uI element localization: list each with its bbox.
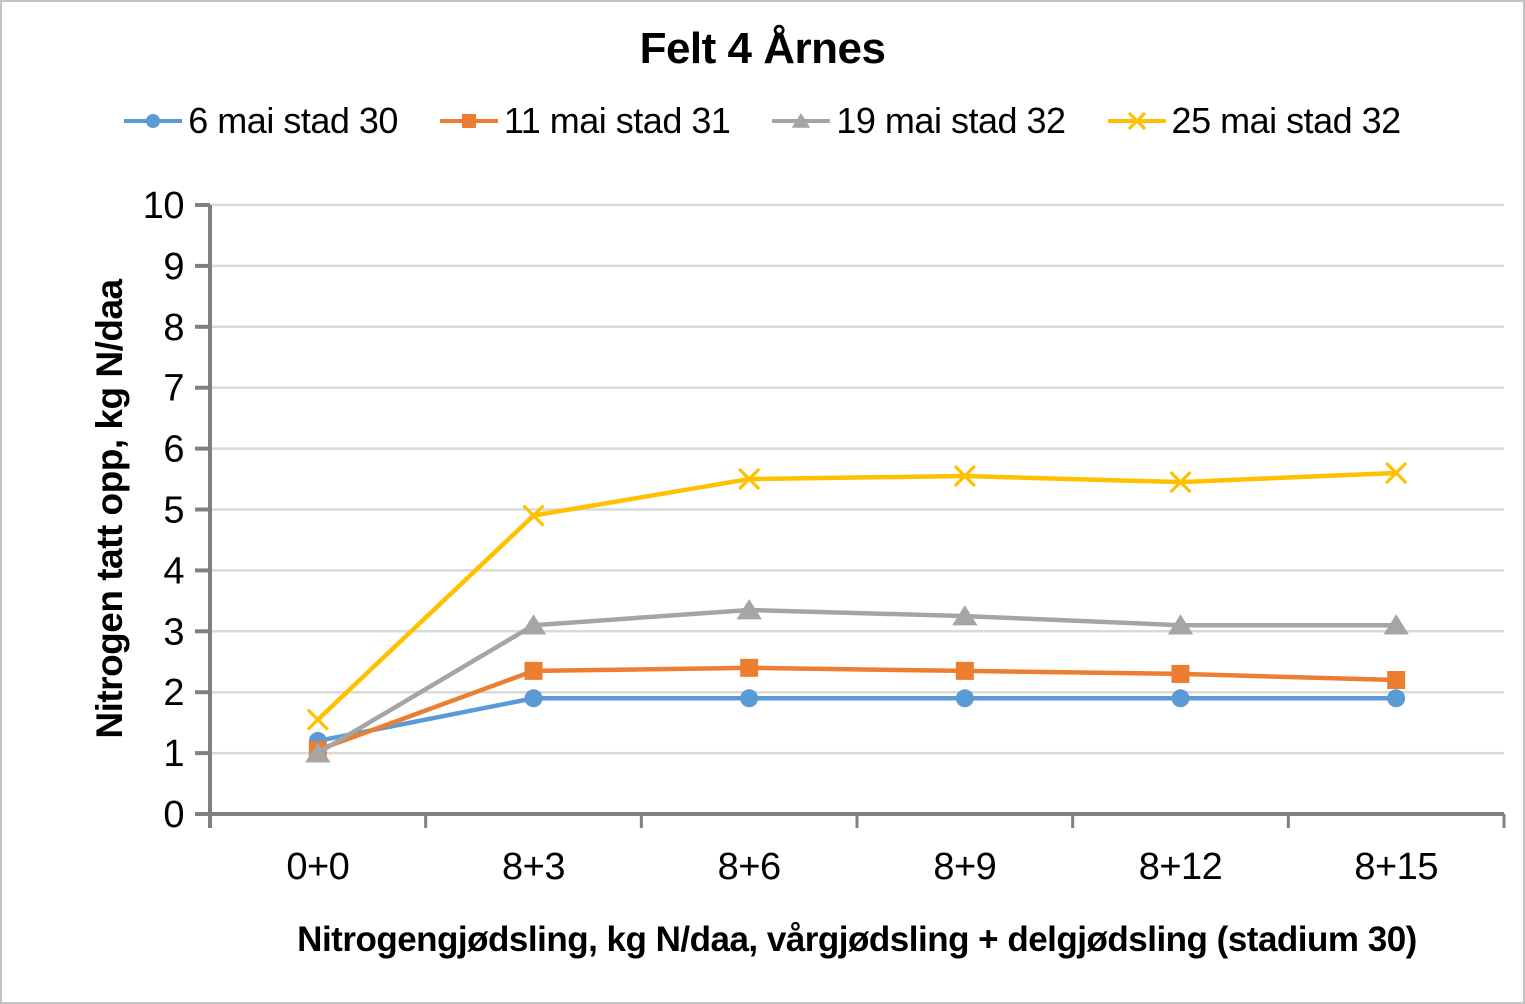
- series-marker-triangle-icon: [1167, 614, 1194, 635]
- series-marker-circle-icon: [1387, 689, 1406, 708]
- series-marker-circle-icon: [1171, 689, 1190, 708]
- series-marker-x-icon: [306, 708, 329, 731]
- legend-label: 6 mai stad 30: [188, 100, 398, 141]
- legend: 6 mai stad 30 11 mai stad 31 19 mai stad 3…: [2, 100, 1523, 142]
- legend-item-11-mai-stad-31: 11 mai stad 31: [439, 100, 731, 142]
- x-tick-label: 8+3: [502, 846, 565, 888]
- legend-marker-circle-icon: [124, 114, 183, 128]
- y-tick-label: 4: [163, 550, 184, 592]
- y-tick-label: 0: [163, 794, 184, 836]
- series-marker-x-icon: [953, 464, 976, 488]
- series-marker-square-icon: [740, 658, 759, 677]
- series-marker-circle-icon: [740, 689, 759, 708]
- y-tick-label: 6: [163, 429, 184, 471]
- legend-marker-shape-square-icon: [461, 114, 476, 128]
- legend-marker-square-icon: [439, 114, 498, 128]
- series-marker-x-icon: [522, 504, 545, 527]
- x-tick-label: 8+15: [1354, 846, 1438, 888]
- series-marker-square-icon: [524, 661, 543, 680]
- series-marker-x-icon: [738, 467, 761, 491]
- series-marker-triangle-icon: [520, 614, 547, 635]
- y-tick-label: 1: [163, 733, 184, 775]
- legend-marker-triangle-icon: [772, 113, 831, 128]
- series-marker-triangle-icon: [305, 742, 331, 763]
- legend-marker-shape-circle-icon: [146, 114, 161, 128]
- series-marker-x-icon: [1169, 470, 1192, 494]
- x-tick-label: 8+12: [1139, 846, 1223, 888]
- legend-item-6-mai-stad-30: 6 mai stad 30: [124, 100, 398, 142]
- legend-marker-shape-triangle-icon: [792, 113, 811, 128]
- y-axis-title: Nitrogen tatt opp, kg N/daa: [89, 279, 130, 739]
- y-tick-label: 3: [163, 611, 184, 653]
- chart-title: Felt 4 Årnes: [639, 24, 886, 73]
- series-line-19-mai-stad-32: [315, 607, 1399, 756]
- x-tick-label: 8+9: [933, 846, 996, 888]
- series-marker-square-icon: [955, 661, 974, 680]
- series-line-25-mai-stad-32: [315, 470, 1399, 722]
- y-tick-label: 10: [143, 185, 184, 227]
- x-tick-label: 8+6: [718, 846, 781, 888]
- legend-marker-x-icon: [1107, 111, 1166, 131]
- legend-marker-shape-x-icon: [1127, 111, 1146, 131]
- y-tick-label: 8: [163, 307, 184, 349]
- x-tick-label: 0+0: [286, 846, 349, 888]
- y-tick-label: 7: [163, 368, 184, 410]
- series-marker-circle-icon: [955, 689, 974, 708]
- series-marker-x-icon: [1385, 461, 1408, 485]
- series-line-11-mai-stad-31: [315, 665, 1399, 753]
- series-marker-square-icon: [1387, 671, 1406, 690]
- legend-item-25-mai-stad-32: 25 mai stad 32: [1107, 100, 1402, 142]
- y-tick-label: 2: [163, 672, 184, 714]
- series-marker-triangle-icon: [952, 605, 978, 626]
- y-tick-label: 9: [163, 246, 184, 288]
- series-line-6-mai-stad-30: [315, 696, 1399, 744]
- legend-label: 11 mai stad 31: [503, 100, 731, 141]
- x-axis-title: Nitrogengjødsling, kg N/daa, vårgjødslin…: [297, 920, 1417, 959]
- legend-label: 19 mai stad 32: [836, 100, 1066, 141]
- series-marker-triangle-icon: [1383, 614, 1409, 635]
- y-tick-label: 5: [163, 490, 184, 532]
- legend-label: 25 mai stad 32: [1171, 100, 1402, 141]
- series-marker-circle-icon: [524, 689, 543, 708]
- series-marker-triangle-icon: [736, 598, 762, 620]
- series-marker-square-icon: [1171, 664, 1190, 683]
- legend-item-19-mai-stad-32: 19 mai stad 32: [772, 100, 1066, 142]
